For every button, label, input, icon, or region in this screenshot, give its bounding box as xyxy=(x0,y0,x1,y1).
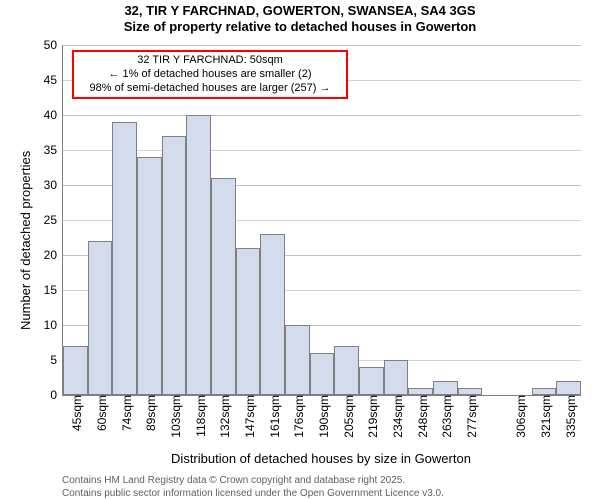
chart-title-block: 32, TIR Y FARCHNAD, GOWERTON, SWANSEA, S… xyxy=(0,3,600,36)
annotation-box: 32 TIR Y FARCHNAD: 50sqm ← 1% of detache… xyxy=(72,50,348,99)
xtick-label: 321sqm xyxy=(535,395,553,438)
xtick-label: 45sqm xyxy=(66,395,84,431)
histogram-bar xyxy=(186,115,211,395)
chart-title-line1: 32, TIR Y FARCHNAD, GOWERTON, SWANSEA, S… xyxy=(0,3,600,19)
xtick-label: 263sqm xyxy=(436,395,454,438)
histogram-bar xyxy=(63,346,88,395)
ytick-label: 0 xyxy=(50,388,63,402)
histogram-bar xyxy=(433,381,458,395)
xtick-label: 132sqm xyxy=(214,395,232,438)
x-axis-label: Distribution of detached houses by size … xyxy=(62,451,580,466)
histogram-bar xyxy=(88,241,113,395)
xtick-label: 103sqm xyxy=(165,395,183,438)
gridline-h xyxy=(63,115,581,116)
histogram-bar xyxy=(556,381,581,395)
ytick-label: 45 xyxy=(44,73,63,87)
footer-line1: Contains HM Land Registry data © Crown c… xyxy=(62,475,444,488)
ytick-label: 20 xyxy=(44,248,63,262)
xtick-label: 161sqm xyxy=(264,395,282,438)
chart-container: 32, TIR Y FARCHNAD, GOWERTON, SWANSEA, S… xyxy=(0,0,600,500)
histogram-bar xyxy=(260,234,285,395)
gridline-h xyxy=(63,45,581,46)
ytick-label: 25 xyxy=(44,213,63,227)
ytick-label: 40 xyxy=(44,108,63,122)
histogram-bar xyxy=(384,360,409,395)
footer-line2: Contains public sector information licen… xyxy=(62,488,444,500)
annotation-line2: ← 1% of detached houses are smaller (2) xyxy=(78,68,342,82)
xtick-label: 248sqm xyxy=(412,395,430,438)
xtick-label: 219sqm xyxy=(362,395,380,438)
xtick-label: 234sqm xyxy=(387,395,405,438)
ytick-label: 50 xyxy=(44,38,63,52)
xtick-label: 89sqm xyxy=(140,395,158,431)
histogram-bar xyxy=(532,388,557,395)
ytick-label: 10 xyxy=(44,318,63,332)
ytick-label: 35 xyxy=(44,143,63,157)
histogram-bar xyxy=(334,346,359,395)
chart-title-line2: Size of property relative to detached ho… xyxy=(0,19,600,35)
histogram-bar xyxy=(211,178,236,395)
xtick-label: 147sqm xyxy=(239,395,257,438)
gridline-h xyxy=(63,150,581,151)
xtick-label: 176sqm xyxy=(288,395,306,438)
ytick-label: 30 xyxy=(44,178,63,192)
ytick-label: 15 xyxy=(44,283,63,297)
xtick-label: 306sqm xyxy=(510,395,528,438)
ytick-label: 5 xyxy=(50,353,63,367)
y-axis-label: Number of detached properties xyxy=(18,151,33,330)
histogram-bar xyxy=(162,136,187,395)
histogram-bar xyxy=(236,248,261,395)
xtick-label: 205sqm xyxy=(338,395,356,438)
xtick-label: 277sqm xyxy=(461,395,479,438)
annotation-line1: 32 TIR Y FARCHNAD: 50sqm xyxy=(78,54,342,68)
histogram-bar xyxy=(310,353,335,395)
xtick-label: 60sqm xyxy=(91,395,109,431)
xtick-label: 118sqm xyxy=(190,395,208,437)
xtick-label: 74sqm xyxy=(116,395,134,431)
histogram-bar xyxy=(112,122,137,395)
histogram-bar xyxy=(458,388,483,395)
footer-attribution: Contains HM Land Registry data © Crown c… xyxy=(62,475,444,500)
histogram-bar xyxy=(359,367,384,395)
xtick-label: 335sqm xyxy=(560,395,578,438)
xtick-label: 190sqm xyxy=(313,395,331,438)
annotation-line3: 98% of semi-detached houses are larger (… xyxy=(78,82,342,96)
histogram-bar xyxy=(408,388,433,395)
histogram-bar xyxy=(137,157,162,395)
histogram-bar xyxy=(285,325,310,395)
